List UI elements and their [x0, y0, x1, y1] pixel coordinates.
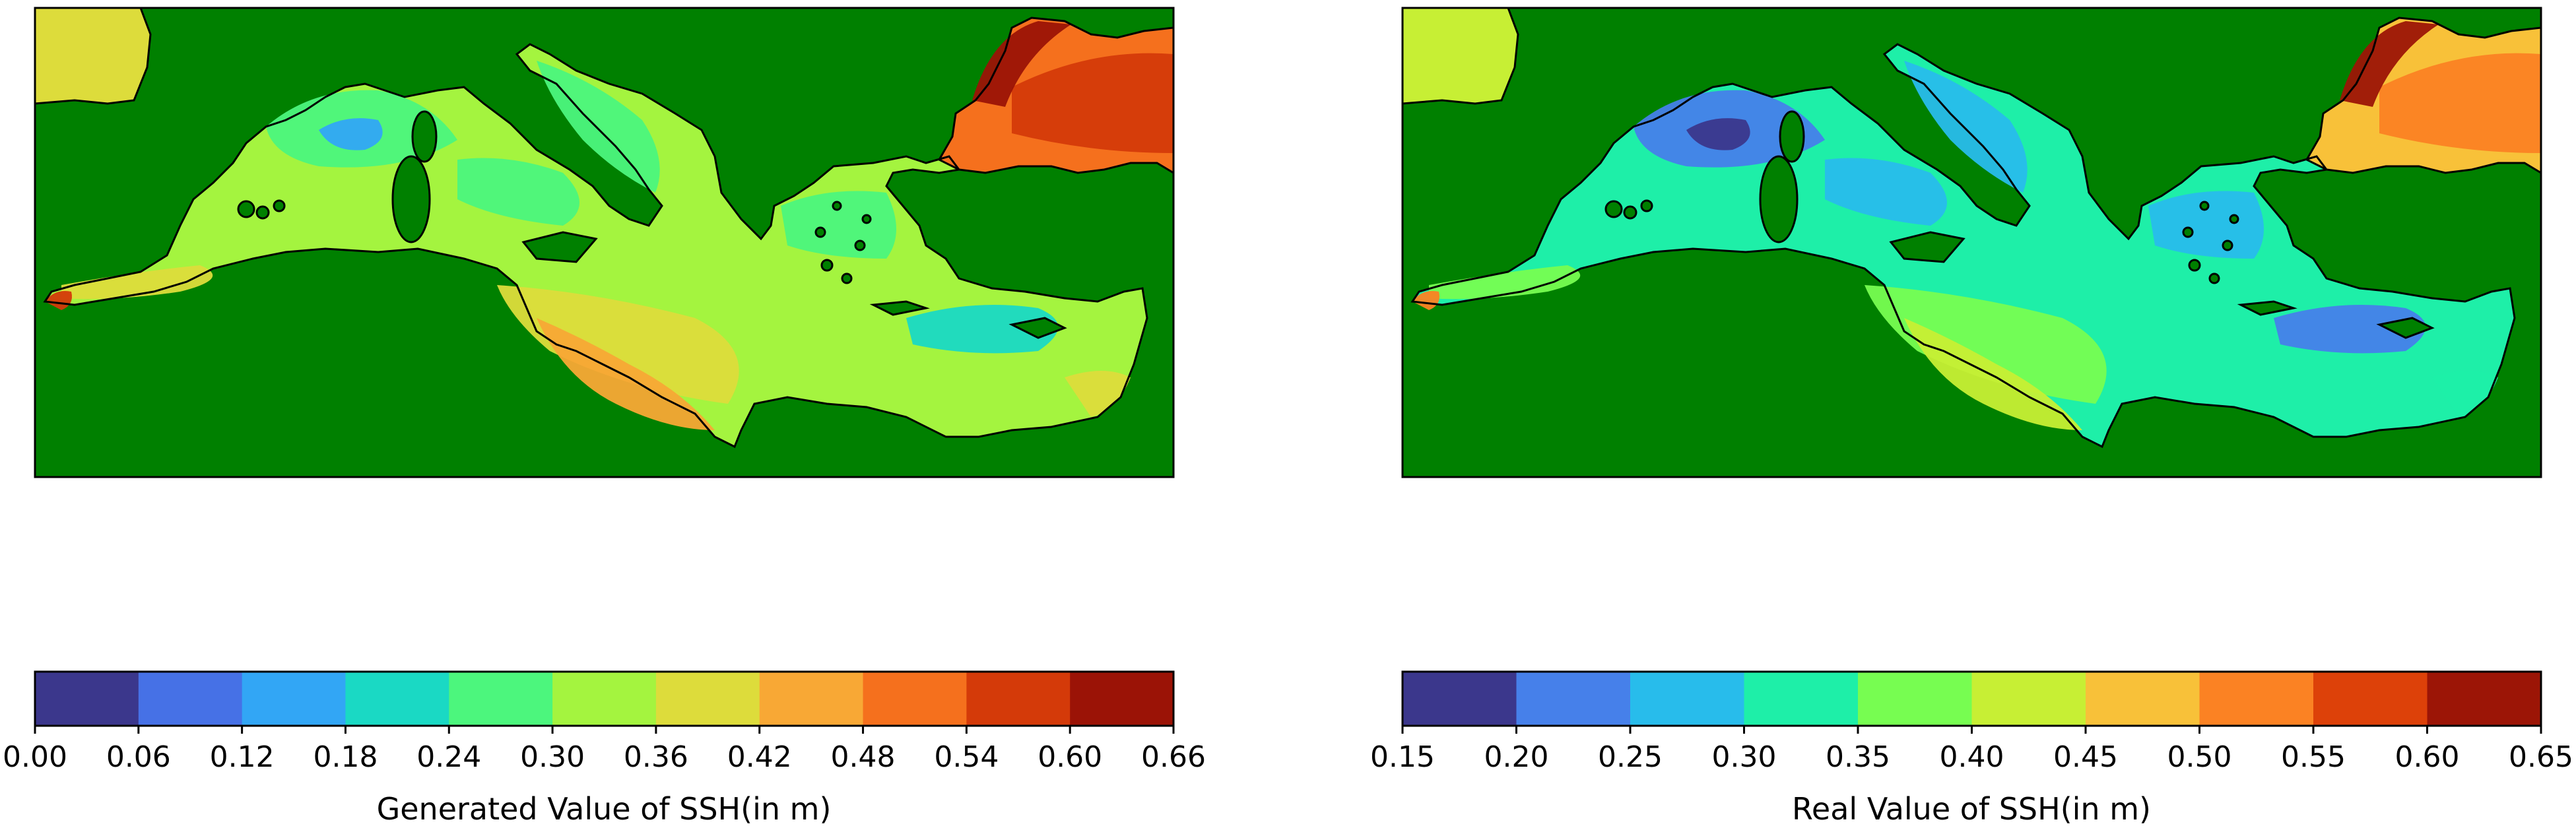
ssh-region-levantine-east [2274, 305, 2426, 354]
colorbar-tick-label: 0.30 [1712, 740, 1777, 774]
colorbar-tick-label: 0.18 [313, 740, 378, 774]
colorbar-tick-label: 0.25 [1598, 740, 1663, 774]
colorbar-segment [655, 672, 760, 726]
colorbar-tick-label: 0.12 [210, 740, 275, 774]
colorbar-tick-label: 0.54 [934, 740, 999, 774]
colorbar-tick-label: 0.60 [1038, 740, 1102, 774]
colorbar-tick-label: 0.15 [1370, 740, 1435, 774]
colorbar-segment [966, 672, 1071, 726]
colorbar-segment [1403, 672, 1517, 726]
colorbar-tick-label: 0.66 [1141, 740, 1206, 774]
ssh-region-levantine-coast [1065, 371, 1131, 417]
sea-contours [35, 8, 1173, 447]
real-map-panel [1401, 7, 2542, 478]
colorbar-segment [863, 672, 967, 726]
colorbar-segment [345, 672, 449, 726]
ssh-region-aegean [2148, 191, 2264, 259]
ssh-region-alboran [61, 265, 213, 300]
colorbar-tick-label: 0.36 [624, 740, 688, 774]
colorbar-tick-label: 0.45 [2053, 740, 2118, 774]
colorbar-tick-label: 0.20 [1484, 740, 1549, 774]
colorbar-segment [2313, 672, 2428, 726]
ssh-region-black-sea-edge [2340, 21, 2439, 107]
colorbar-tick-label: 0.30 [520, 740, 585, 774]
colorbar-tick-label: 0.50 [2167, 740, 2232, 774]
colorbar-outline [34, 670, 1175, 727]
colorbar-segment [1858, 672, 1973, 726]
ssh-region-gulf-of-lion-core [319, 118, 383, 150]
colorbar-tick-label: 0.60 [2395, 740, 2460, 774]
real-colorbar-label: Real Value of SSH(in m) [1792, 791, 2151, 827]
islands [237, 110, 1067, 339]
map-frame [34, 7, 1175, 478]
ssh-region-gibraltar [1412, 291, 1439, 310]
colorbar-segment [35, 672, 139, 726]
ssh-region-black-sea-edge [972, 21, 1071, 107]
ssh-region-black-sea-east [1012, 53, 1173, 153]
ssh-region-gulf-of-lion-core [1686, 118, 1750, 150]
colorbar-tick-label: 0.65 [2509, 740, 2573, 774]
colorbar-tick-label: 0.00 [3, 740, 67, 774]
colorbar-segment [1744, 672, 1859, 726]
ssh-region-levantine-coast [2432, 371, 2498, 417]
colorbar-tick-label: 0.42 [727, 740, 792, 774]
ssh-region-ionian-south [497, 285, 739, 404]
colorbar-segment [759, 672, 864, 726]
colorbar-segment [1971, 672, 2086, 726]
ssh-region-tyrrhenian [457, 158, 579, 226]
ssh-region-ionian-south [1865, 285, 2107, 404]
ssh-region-tyrrhenian [1825, 158, 1947, 226]
ssh-region-atlantic-corner [1403, 8, 1518, 104]
colorbar-segment [242, 672, 347, 726]
colorbar-tick-label: 0.35 [1826, 740, 1890, 774]
ssh-region-levantine-east [906, 305, 1058, 354]
ssh-region-gibraltar [45, 291, 72, 310]
colorbar-segment [449, 672, 553, 726]
colorbar-tick-label: 0.24 [416, 740, 481, 774]
generated-colorbar: 0.00 0.06 0.12 0.18 0.24 0.30 0.36 0.42 0.48 0.54… [3, 670, 1206, 774]
colorbar-segment [1516, 672, 1631, 726]
generated-map-panel [34, 7, 1175, 478]
colorbar-tick-label: 0.55 [2281, 740, 2346, 774]
colorbar-segment [2199, 672, 2314, 726]
ssh-region-adriatic [537, 61, 660, 193]
ssh-region-alboran [1429, 265, 1581, 300]
real-colorbar: 0.15 0.20 0.25 0.30 0.35 0.40 0.45 0.50 0.55 0.60… [1370, 670, 2573, 774]
colorbar-tick-label: 0.48 [831, 740, 896, 774]
generated-colorbar-label: Generated Value of SSH(in m) [377, 791, 832, 827]
islands [1604, 110, 2435, 339]
colorbar-segment [2086, 672, 2200, 726]
ssh-region-aegean [781, 191, 896, 259]
ssh-region-adriatic [1904, 61, 2028, 193]
colorbar-segment [2427, 672, 2542, 726]
ssh-region-atlantic-corner [35, 8, 150, 104]
colorbar-segment [1070, 672, 1174, 726]
colorbar-tick-label: 0.06 [106, 740, 171, 774]
colorbar-tick-label: 0.40 [1940, 740, 2004, 774]
colorbar-segment [138, 672, 243, 726]
ssh-region-black-sea-east [2379, 53, 2541, 153]
colorbar-segment [1630, 672, 1745, 726]
map-frame [1401, 7, 2542, 478]
colorbar-segment [552, 672, 657, 726]
